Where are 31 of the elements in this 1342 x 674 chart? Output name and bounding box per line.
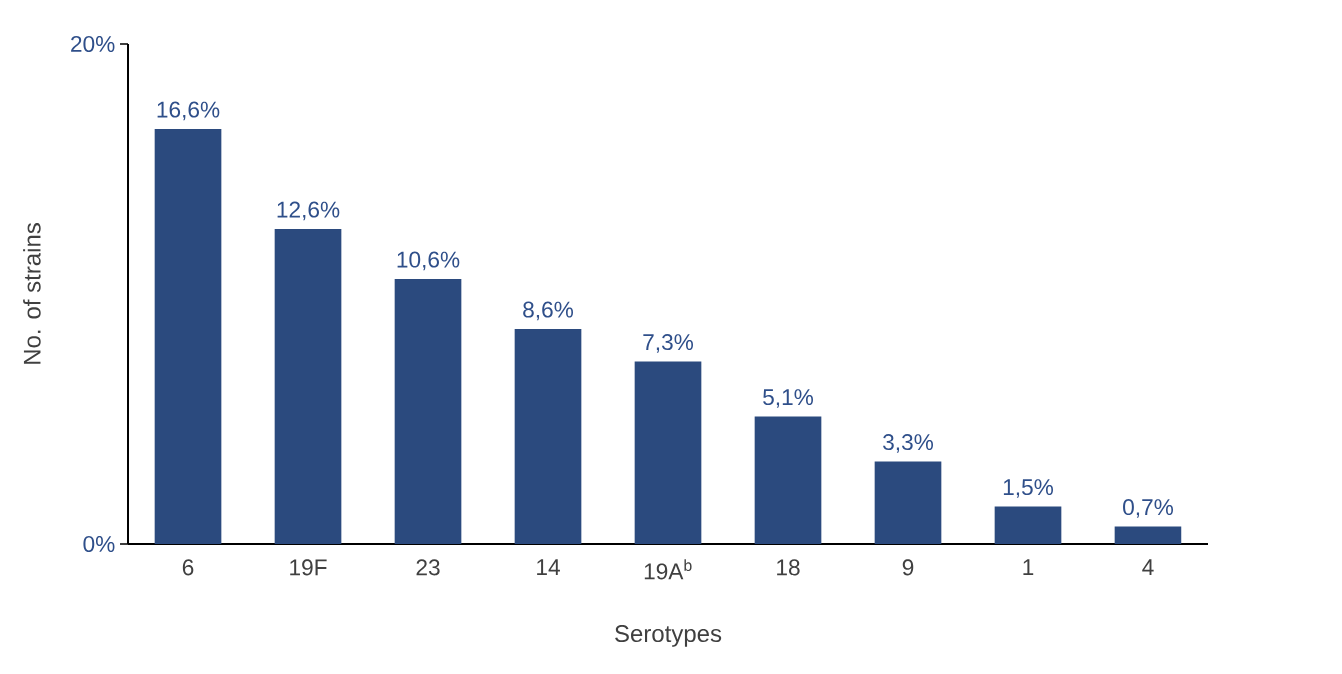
x-tick-label: 1 <box>1023 559 1034 575</box>
bar <box>394 278 462 544</box>
data-label: 16,6% <box>157 101 220 121</box>
x-tick-label: 14 <box>537 559 560 575</box>
bar <box>1114 526 1182 544</box>
y-tick-label: 20% <box>71 35 115 53</box>
x-tick-label: 18 <box>777 559 800 576</box>
bar <box>514 328 582 544</box>
data-label: 3,3% <box>883 434 934 453</box>
x-axis-title: Serotypes <box>615 625 722 647</box>
x-tick-label: 4 <box>1142 559 1154 575</box>
y-tick-label: 0% <box>83 535 115 553</box>
bar <box>754 416 822 544</box>
x-tick-label: 19F <box>290 559 327 576</box>
bar <box>274 228 342 544</box>
data-label: 8,6% <box>523 301 574 321</box>
x-tick-label: 23 <box>416 559 440 576</box>
data-label: 12,6% <box>277 201 340 221</box>
x-tick-label: 6 <box>182 559 194 576</box>
bar <box>994 506 1062 544</box>
bar <box>874 461 942 544</box>
data-label: 1,5% <box>1003 479 1054 498</box>
data-label: 7,3% <box>643 334 694 353</box>
x-tick-label: 19A$^{b}$ <box>644 559 692 580</box>
data-label: 5,1% <box>763 389 814 408</box>
bar <box>154 128 222 544</box>
bar <box>634 361 702 544</box>
data-label: 0,7% <box>1123 499 1174 518</box>
y-axis-title: No. of strains <box>23 223 41 364</box>
x-tick-label: 9 <box>902 559 914 576</box>
data-label: 10,6% <box>397 251 460 271</box>
